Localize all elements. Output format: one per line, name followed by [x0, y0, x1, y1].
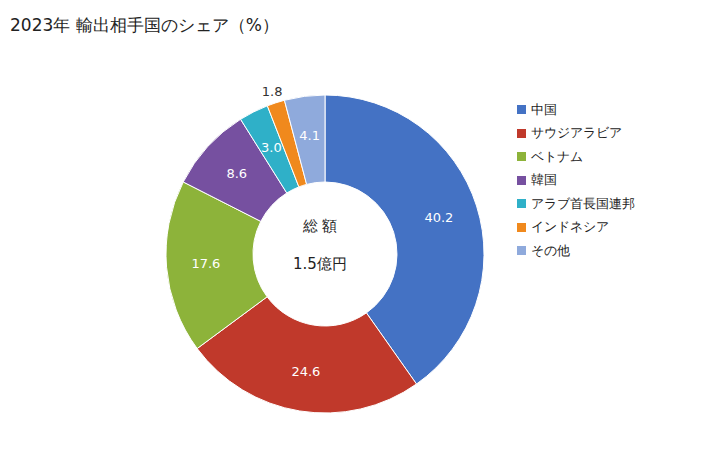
html-text:総 額: 総 額	[302, 217, 338, 235]
svg-text:3.0: 3.0	[261, 140, 282, 155]
html-text:1.5億円: 1.5億円	[293, 255, 347, 273]
html-text:ベトナム: ベトナム	[531, 148, 583, 164]
html-text:2023年 輸出相手国のシェア（%）: 2023年 輸出相手国のシェア（%）	[10, 15, 279, 35]
svg-text:17.6: 17.6	[191, 256, 220, 271]
svg-text:24.6: 24.6	[291, 364, 320, 379]
svg-text:4.1: 4.1	[299, 128, 320, 143]
html-text:サウジアラビア: サウジアラビア	[531, 125, 622, 141]
svg-text:8.6: 8.6	[226, 166, 247, 181]
html-text:韓国: 韓国	[531, 172, 557, 188]
svg-text:40.2: 40.2	[424, 210, 453, 225]
html-text:その他: その他	[531, 242, 570, 258]
svg-text:1.8: 1.8	[262, 84, 283, 99]
html-text:中国: 中国	[531, 101, 557, 117]
html-text:アラブ首長国連邦: アラブ首長国連邦	[531, 195, 635, 211]
html-text:インドネシア: インドネシア	[531, 219, 609, 235]
